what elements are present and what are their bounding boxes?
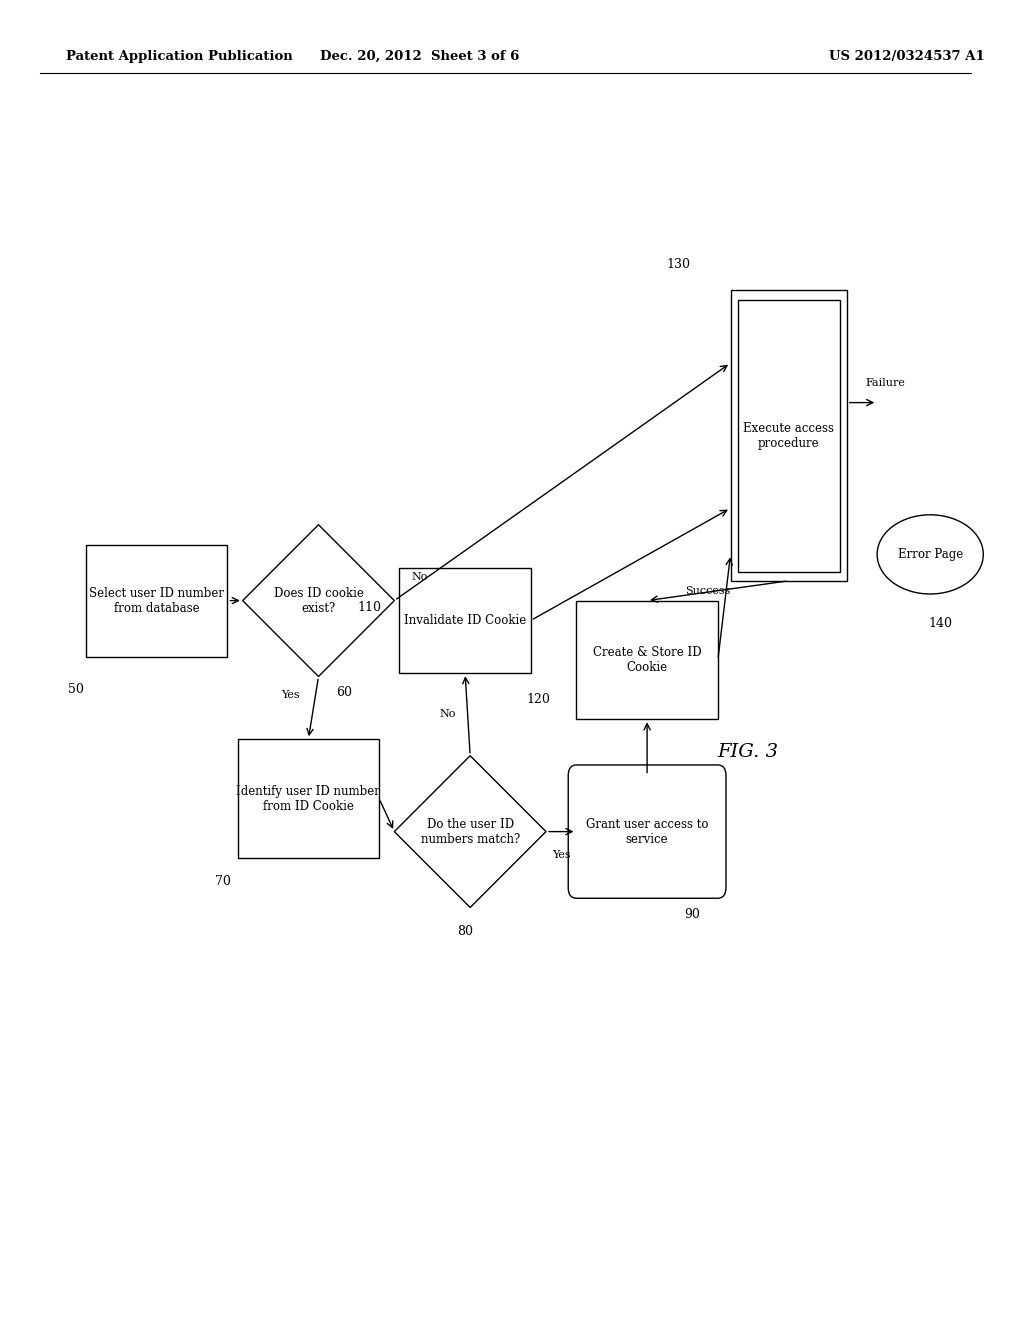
- Text: Create & Store ID
Cookie: Create & Store ID Cookie: [593, 645, 701, 675]
- Text: 80: 80: [457, 925, 473, 937]
- Text: No: No: [412, 572, 428, 582]
- Text: Execute access
procedure: Execute access procedure: [743, 421, 835, 450]
- Text: 130: 130: [666, 257, 690, 271]
- FancyBboxPatch shape: [238, 739, 379, 858]
- Text: Patent Application Publication: Patent Application Publication: [66, 50, 293, 63]
- Text: Dec. 20, 2012  Sheet 3 of 6: Dec. 20, 2012 Sheet 3 of 6: [319, 50, 519, 63]
- Polygon shape: [243, 524, 394, 676]
- Text: Yes: Yes: [552, 850, 570, 861]
- Text: 120: 120: [526, 693, 550, 706]
- Text: US 2012/0324537 A1: US 2012/0324537 A1: [829, 50, 985, 63]
- Text: 90: 90: [685, 908, 700, 920]
- Text: Do the user ID
numbers match?: Do the user ID numbers match?: [421, 817, 520, 846]
- Text: Success: Success: [685, 586, 730, 595]
- Text: Grant user access to
service: Grant user access to service: [586, 817, 709, 846]
- Text: 50: 50: [68, 684, 84, 696]
- Text: Failure: Failure: [865, 378, 905, 388]
- Text: No: No: [439, 709, 456, 719]
- Text: 140: 140: [929, 616, 952, 630]
- FancyBboxPatch shape: [737, 300, 840, 572]
- Polygon shape: [394, 755, 546, 908]
- Text: Identify user ID number
from ID Cookie: Identify user ID number from ID Cookie: [237, 784, 380, 813]
- Text: Invalidate ID Cookie: Invalidate ID Cookie: [404, 614, 526, 627]
- FancyBboxPatch shape: [86, 544, 227, 656]
- FancyBboxPatch shape: [730, 290, 847, 581]
- Text: Does ID cookie
exist?: Does ID cookie exist?: [273, 586, 364, 615]
- Text: 70: 70: [214, 875, 230, 888]
- Text: Error Page: Error Page: [898, 548, 963, 561]
- FancyBboxPatch shape: [399, 568, 530, 673]
- Text: 110: 110: [357, 601, 381, 614]
- Text: FIG. 3: FIG. 3: [718, 743, 778, 762]
- FancyBboxPatch shape: [577, 601, 718, 719]
- Ellipse shape: [878, 515, 983, 594]
- Text: Select user ID number
from database: Select user ID number from database: [89, 586, 224, 615]
- Text: Yes: Yes: [281, 689, 299, 700]
- FancyBboxPatch shape: [568, 766, 726, 898]
- Text: 60: 60: [336, 686, 352, 698]
